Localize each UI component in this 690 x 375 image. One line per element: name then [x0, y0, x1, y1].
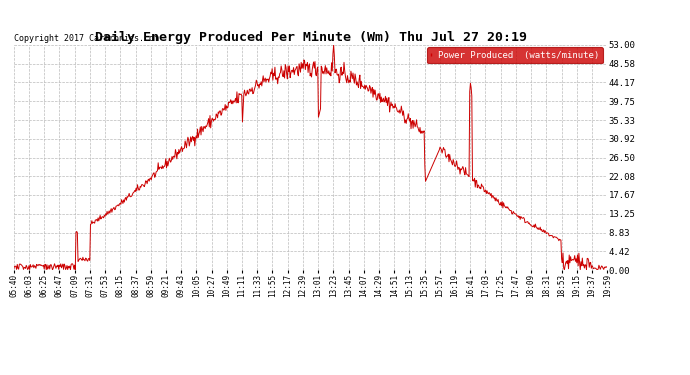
Legend: Power Produced  (watts/minute): Power Produced (watts/minute): [427, 47, 602, 63]
Title: Daily Energy Produced Per Minute (Wm) Thu Jul 27 20:19: Daily Energy Produced Per Minute (Wm) Th…: [95, 31, 526, 44]
Text: Copyright 2017 Cartronics.com: Copyright 2017 Cartronics.com: [14, 34, 159, 43]
